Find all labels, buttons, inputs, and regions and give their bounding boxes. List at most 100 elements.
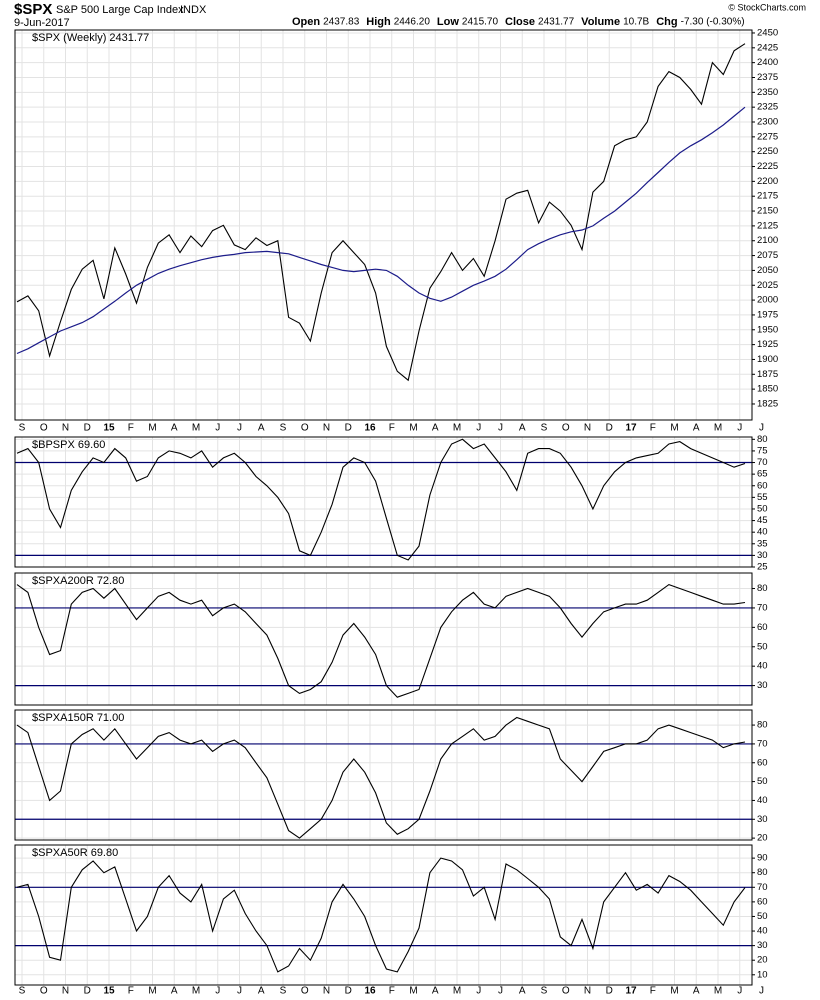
y-tick-label: 20 (757, 833, 768, 844)
y-tick-label: 2125 (757, 220, 778, 231)
y-tick-label: 1850 (757, 384, 778, 395)
panel-frame (14, 844, 753, 986)
y-tick-label: 20 (757, 955, 768, 966)
x-tick-label: J (237, 423, 242, 434)
y-tick-label: 1925 (757, 339, 778, 350)
x-tick-label: J (476, 986, 481, 997)
x-tick-label: F (128, 986, 134, 997)
y-tick-label: 2400 (757, 57, 778, 68)
quote-value: 2415.70 (462, 17, 499, 28)
y-tick-label: 2375 (757, 72, 778, 83)
series-line (16, 716, 746, 839)
credit: © StockCharts.com (728, 2, 806, 12)
x-tick-label: M (409, 423, 417, 434)
x-tick-label: M (453, 423, 461, 434)
x-tick-label: J (498, 986, 503, 997)
x-tick-label: M (453, 986, 461, 997)
series-line (16, 857, 746, 973)
x-tick-label: A (519, 986, 526, 997)
y-tick-label: 80 (757, 583, 768, 594)
x-tick-label: O (301, 986, 309, 997)
x-tick-label: S (19, 423, 26, 434)
y-tick-label: 2175 (757, 191, 778, 202)
y-tick-label: 80 (757, 867, 768, 878)
x-tick-label: N (584, 986, 591, 997)
x-tick-label: D (84, 423, 91, 434)
x-tick-label: M (192, 986, 200, 997)
x-tick-label: S (280, 423, 287, 434)
legend-label: $SPXA200R 72.80 (32, 575, 124, 587)
y-tick-label: 1950 (757, 324, 778, 335)
y-tick-label: 80 (757, 434, 768, 445)
x-tick-label: N (62, 423, 69, 434)
y-tick-label: 2025 (757, 280, 778, 291)
panel-frame (14, 29, 753, 421)
series-line (16, 43, 746, 382)
x-tick-label: J (737, 986, 742, 997)
y-tick-label: 60 (757, 896, 768, 907)
x-tick-label: M (409, 986, 417, 997)
y-tick-label: 90 (757, 853, 768, 864)
x-tick-label: O (562, 986, 570, 997)
y-tick-label: 2150 (757, 206, 778, 217)
x-tick-label: J (759, 986, 764, 997)
y-tick-label: 60 (757, 622, 768, 633)
x-tick-label: N (323, 986, 330, 997)
quote-label: Low (437, 16, 459, 28)
panel-frame (14, 572, 753, 706)
exchange: INDX (180, 4, 207, 16)
y-tick-label: 2100 (757, 235, 778, 246)
y-tick-label: 70 (757, 738, 768, 749)
y-tick-label: 30 (757, 814, 768, 825)
quote-label: Open (292, 16, 320, 28)
y-tick-label: 70 (757, 602, 768, 613)
x-tick-label: S (541, 986, 548, 997)
y-tick-label: 60 (757, 757, 768, 768)
y-tick-label: 40 (757, 926, 768, 937)
y-tick-label: 30 (757, 940, 768, 951)
x-tick-label: M (670, 423, 678, 434)
y-tick-label: 25 (757, 562, 768, 573)
y-tick-label: 50 (757, 776, 768, 787)
x-tick-label: N (584, 423, 591, 434)
x-tick-label: F (389, 986, 395, 997)
y-tick-label: 70 (757, 457, 768, 468)
x-tick-label: O (301, 423, 309, 434)
date: 9-Jun-2017 (14, 17, 70, 29)
quote-value: 2431.77 (538, 17, 575, 28)
series-line (16, 583, 746, 698)
symbol: $SPX (14, 1, 52, 18)
quote-value: -7.30 (-0.30%) (681, 17, 745, 28)
y-tick-label: 50 (757, 911, 768, 922)
y-tick-label: 1975 (757, 309, 778, 320)
y-tick-label: 2050 (757, 265, 778, 276)
quote-label: Close (505, 16, 535, 28)
y-tick-label: 2300 (757, 117, 778, 128)
x-tick-label: D (606, 423, 613, 434)
x-tick-label: F (128, 423, 134, 434)
x-tick-label: M (148, 986, 156, 997)
x-tick-label: J (737, 423, 742, 434)
legend-label: $SPXA50R 69.80 (32, 847, 118, 859)
x-tick-label: S (541, 423, 548, 434)
x-tick-label: 16 (364, 423, 376, 434)
y-tick-label: 2325 (757, 102, 778, 113)
x-tick-label: A (171, 423, 178, 434)
y-tick-label: 75 (757, 445, 768, 456)
x-tick-label: D (345, 423, 352, 434)
y-tick-label: 40 (757, 795, 768, 806)
x-tick-label: 16 (364, 986, 376, 997)
x-tick-label: D (606, 986, 613, 997)
x-tick-label: M (192, 423, 200, 434)
y-tick-label: 30 (757, 550, 768, 561)
x-tick-label: A (432, 423, 439, 434)
x-tick-label: O (40, 986, 48, 997)
x-tick-label: J (237, 986, 242, 997)
quote-value: 10.7B (623, 17, 649, 28)
y-tick-label: 2225 (757, 161, 778, 172)
x-tick-label: M (714, 423, 722, 434)
x-tick-label: M (148, 423, 156, 434)
x-tick-label: J (759, 423, 764, 434)
x-tick-label: A (171, 986, 178, 997)
